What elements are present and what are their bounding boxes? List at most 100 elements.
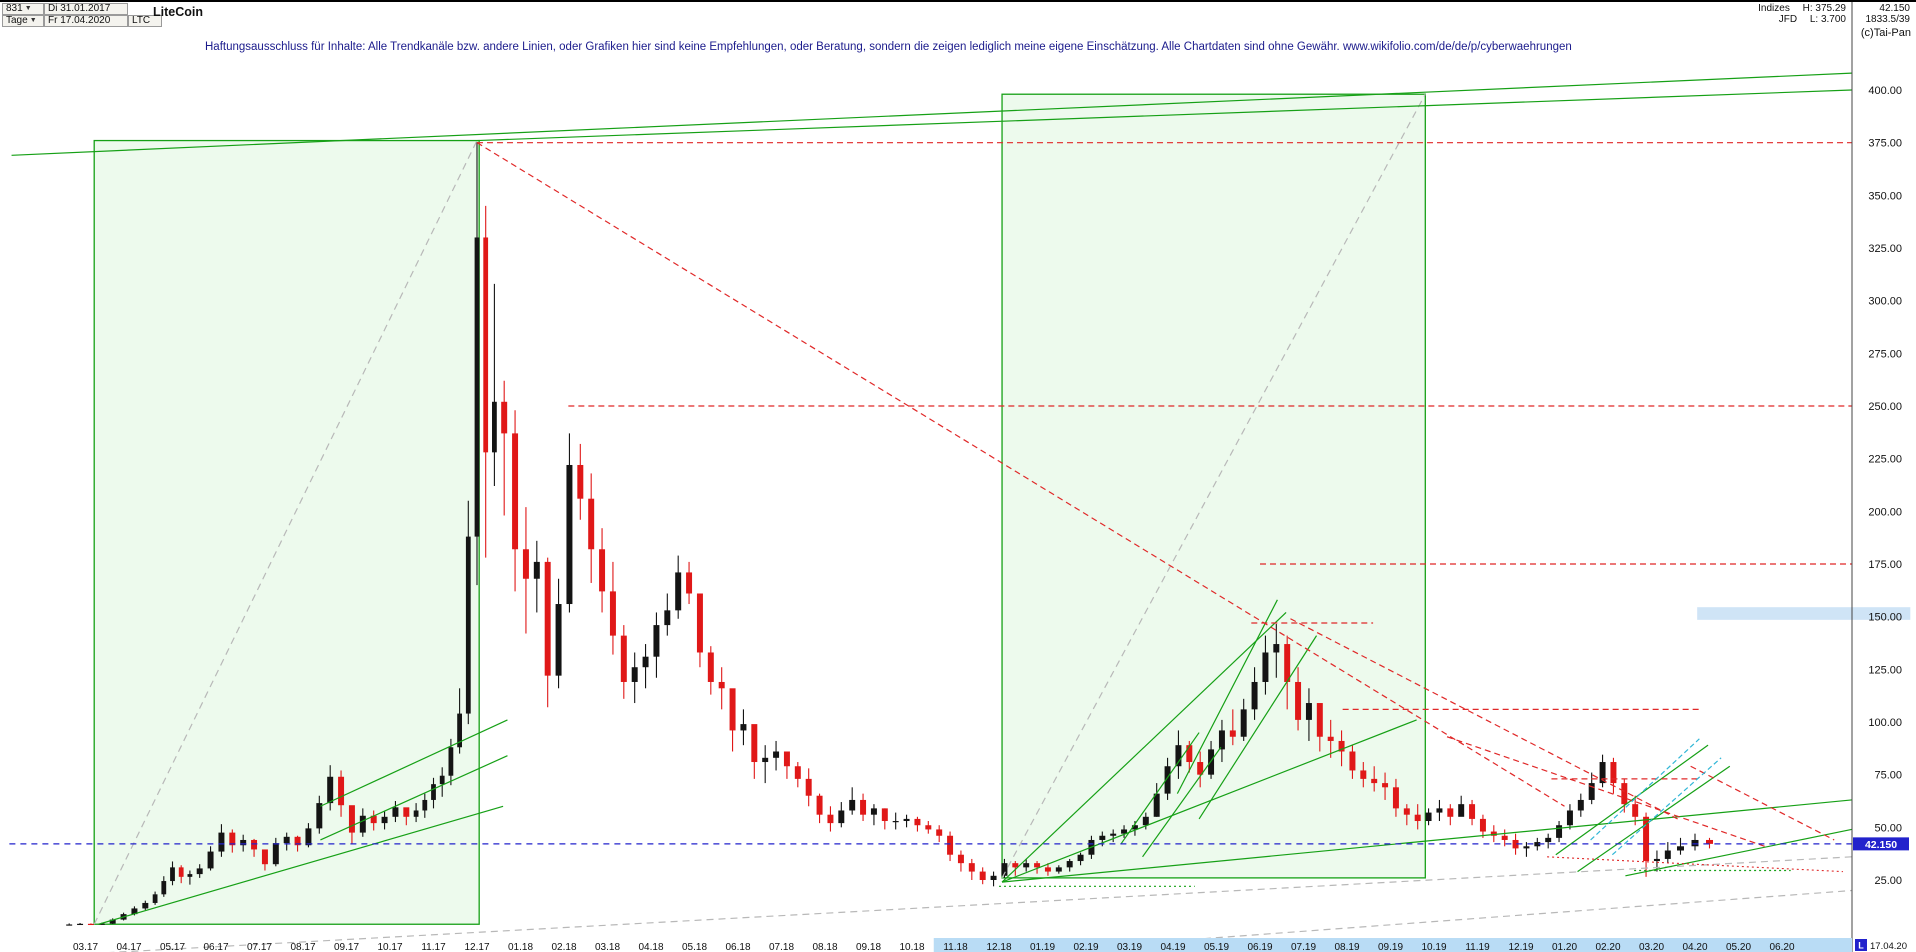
candle xyxy=(1034,863,1041,868)
candle xyxy=(1371,778,1378,784)
trend-line xyxy=(320,719,508,807)
trend-line xyxy=(320,755,508,841)
month-axis-label: 01.18 xyxy=(508,942,533,952)
month-axis-label: 08.17 xyxy=(290,942,315,952)
candle xyxy=(1338,740,1345,752)
trend-line xyxy=(1016,889,1852,952)
candle xyxy=(1523,846,1530,849)
candle xyxy=(187,874,193,877)
candle xyxy=(1229,730,1236,737)
start-date-field[interactable]: Di 31.01.2017 xyxy=(44,3,128,15)
month-axis-label: 10.17 xyxy=(377,942,402,952)
candle xyxy=(439,775,445,785)
trend-line xyxy=(1547,856,1843,873)
month-axis-label: 05.20 xyxy=(1726,942,1751,952)
last-quote: 42.150 1833.5/39 xyxy=(1866,3,1911,25)
candle xyxy=(881,808,888,822)
candle xyxy=(1691,839,1699,847)
candle xyxy=(1121,829,1128,834)
candle xyxy=(914,818,921,826)
candle xyxy=(251,839,258,850)
candle xyxy=(483,237,489,453)
month-axis-label: 04.19 xyxy=(1160,942,1185,952)
candle xyxy=(1512,839,1519,849)
last-price-tag: 42.150 xyxy=(1853,837,1909,851)
chart-settings-bar: 831 ▼ Di 31.01.2017 Tage ▼ Fr 17.04.2020… xyxy=(2,3,162,27)
candle xyxy=(448,747,454,776)
candle xyxy=(620,635,627,682)
candle xyxy=(305,828,312,846)
candle xyxy=(348,805,355,833)
candle xyxy=(925,825,932,830)
month-axis-label: 03.19 xyxy=(1117,942,1142,952)
trend-line xyxy=(1625,828,1852,877)
month-axis-label: 06.19 xyxy=(1247,942,1272,952)
month-axis-label: 05.19 xyxy=(1204,942,1229,952)
trend-line xyxy=(1001,799,1852,883)
symbol-field[interactable]: LTC xyxy=(128,15,162,27)
candle xyxy=(1403,808,1410,815)
candle xyxy=(1534,842,1541,847)
month-axis-label: 06.20 xyxy=(1769,942,1794,952)
month-axis-label: 05.17 xyxy=(160,942,185,952)
candle xyxy=(740,724,747,731)
candle xyxy=(1044,867,1051,872)
svg-text:L: L xyxy=(1858,941,1864,951)
trend-line xyxy=(1590,738,1700,841)
candle xyxy=(664,610,671,626)
candle xyxy=(707,652,714,682)
quote-meta: 1833.5/39 xyxy=(1865,14,1911,25)
trend-line xyxy=(1690,765,1835,841)
month-axis-label: 02.20 xyxy=(1595,942,1620,952)
bar-count-dropdown[interactable]: 831 ▼ xyxy=(2,3,44,15)
timeframe-value: Tage xyxy=(6,15,28,26)
month-axis-label: 05.18 xyxy=(682,942,707,952)
price-axis-label: 225.00 xyxy=(1868,454,1902,466)
candle xyxy=(512,433,519,550)
candle xyxy=(294,836,301,846)
drawing-lines[interactable] xyxy=(9,72,1852,952)
candle xyxy=(1458,804,1465,817)
month-axis-label: 12.18 xyxy=(986,942,1011,952)
month-axis-label: 08.18 xyxy=(812,942,837,952)
candle xyxy=(860,799,867,815)
trend-line xyxy=(1001,93,1426,879)
trend-regions[interactable] xyxy=(93,93,1426,925)
end-date-field[interactable]: Fr 17.04.2020 xyxy=(44,15,128,27)
candle xyxy=(849,799,856,811)
candle xyxy=(1099,835,1106,840)
candle xyxy=(1218,730,1225,750)
candle xyxy=(653,625,660,657)
trend-line xyxy=(1446,736,1765,847)
candle xyxy=(261,849,268,865)
candle xyxy=(1632,804,1639,817)
svg-text:42.150: 42.150 xyxy=(1865,839,1897,851)
candle xyxy=(762,757,769,763)
bar-count-value: 831 xyxy=(6,3,23,14)
price-axis-label: 400.00 xyxy=(1868,85,1902,97)
zoom-range-highlight xyxy=(933,938,1852,952)
candle xyxy=(1131,825,1138,830)
last-date-label: 17.04.20 xyxy=(1870,941,1907,952)
candles[interactable] xyxy=(66,142,1713,926)
month-axis-label: 03.17 xyxy=(73,942,98,952)
chevron-down-icon: ▼ xyxy=(24,5,32,12)
candle xyxy=(979,871,986,880)
candle xyxy=(207,851,214,869)
period-low: L: 3.700 xyxy=(1809,14,1846,25)
timeframe-dropdown[interactable]: Tage ▼ xyxy=(2,15,44,27)
price-axis-label: 150.00 xyxy=(1868,612,1902,624)
candle xyxy=(161,881,167,895)
candle xyxy=(413,810,419,817)
time-axis[interactable]: 03.17 04.17 05.17 06.17 07.17 08.17 09.17 10.17… xyxy=(73,938,1852,952)
candle xyxy=(794,766,801,779)
indices-label: Indizes xyxy=(1758,3,1790,14)
price-axis-label: 200.00 xyxy=(1868,506,1902,518)
candle xyxy=(1262,652,1269,682)
feed-label: JFD xyxy=(1778,14,1798,25)
candle xyxy=(109,919,116,924)
candle xyxy=(1664,850,1671,859)
candle xyxy=(316,803,323,829)
month-axis-label: 04.18 xyxy=(638,942,663,952)
